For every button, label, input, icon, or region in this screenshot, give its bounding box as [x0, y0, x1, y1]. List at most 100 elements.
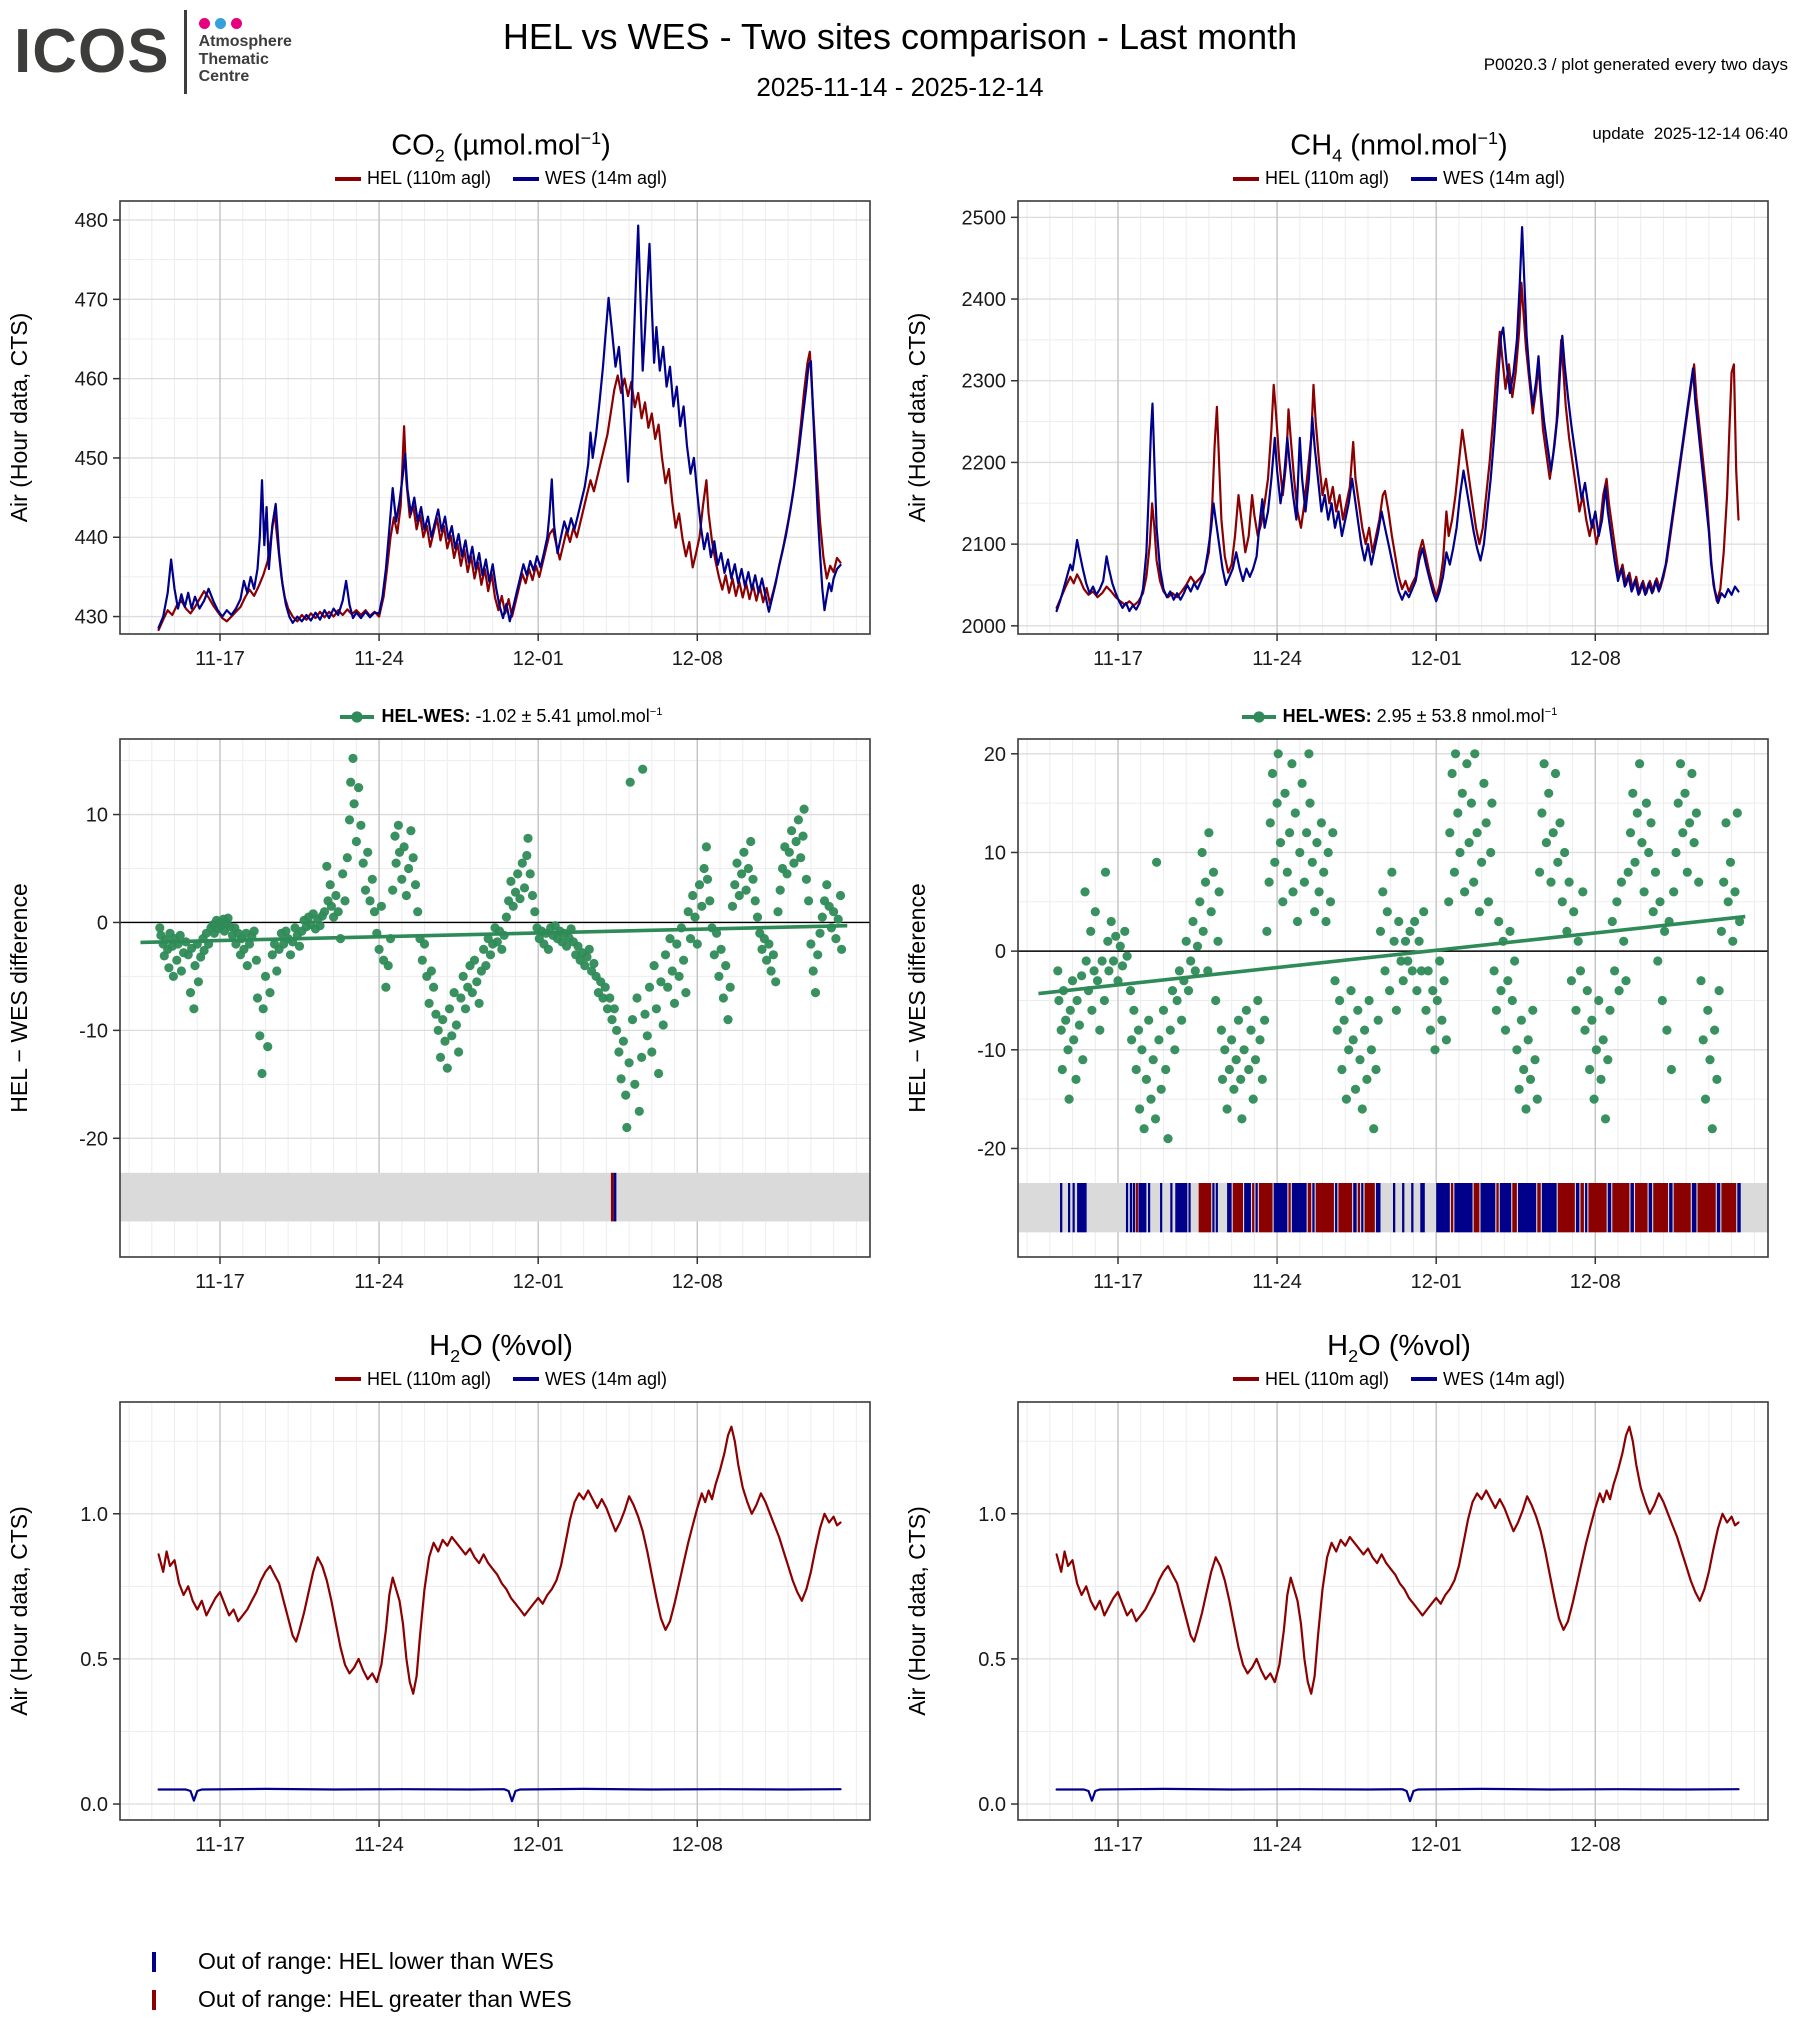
legend-label: HEL (110m agl): [1264, 168, 1390, 189]
logo-dots-icon: [198, 17, 292, 29]
svg-text:11-17: 11-17: [1093, 1271, 1143, 1293]
legend-meanline-icon: [1241, 710, 1276, 723]
svg-text:12-08: 12-08: [1570, 1834, 1621, 1856]
svg-text:12-01: 12-01: [513, 1271, 564, 1293]
chart-legend: HEL (110m agl) WES (14m agl): [120, 1369, 882, 1390]
legend-label: WES (14m agl): [1443, 1368, 1566, 1389]
chart-ch4-timeseries: CH4 (nmol.mol−1) HEL (110m agl) WES (14m a…: [898, 128, 1780, 683]
ch4_diff-plot: 11-17 11-24 12-01 12-08 20 10 0 -10 -20 HEL − WES…: [904, 738, 1769, 1293]
legend-item: WES (14m agl): [513, 168, 667, 189]
chart-title-wrap: H2O (%vol): [1018, 1330, 1780, 1367]
chart-h2o-left: H2O (%vol) HEL (110m agl) WES (14m agl) 11-…: [0, 1330, 882, 1869]
chart-co2-timeseries: CO2 (µmol.mol−1) HEL (110m agl) WES (14m a…: [0, 128, 882, 683]
svg-text:HEL − WES difference: HEL − WES difference: [6, 883, 32, 1112]
legend-item: WES (14m agl): [1411, 1369, 1565, 1390]
svg-text:0.0: 0.0: [80, 1794, 108, 1816]
svg-text:11-24: 11-24: [354, 1834, 404, 1856]
svg-text:-20: -20: [977, 1138, 1006, 1160]
legend-label: WES (14m agl): [545, 168, 668, 189]
legend-line-swatch-icon: [334, 176, 361, 181]
legend-item: HEL-WES: 2.95 ± 53.8 nmol.mol−1: [1241, 706, 1558, 727]
legend-meanline-icon: [340, 710, 375, 723]
svg-text:11-24: 11-24: [354, 648, 404, 670]
svg-text:12-01: 12-01: [1411, 648, 1462, 670]
legend-line-swatch-icon: [513, 176, 540, 181]
legend-label: HEL-WES: -1.02 ± 5.41 µmol.mol−1: [381, 706, 663, 726]
legend-label: WES (14m agl): [545, 1368, 668, 1389]
icos-logo: ICOS Atmosphere Thematic Centre: [14, 10, 292, 94]
legend-label: WES (14m agl): [1443, 168, 1566, 189]
legend-line-swatch-icon: [334, 1377, 361, 1382]
chart-legend: HEL (110m agl) WES (14m agl): [1018, 168, 1780, 189]
svg-text:11-24: 11-24: [1252, 1834, 1302, 1856]
logo-subtitle: Atmosphere Thematic Centre: [198, 32, 292, 86]
logo-divider: [183, 10, 187, 94]
legend-label: HEL (110m agl): [1264, 1368, 1390, 1389]
svg-text:12-01: 12-01: [513, 648, 564, 670]
h2o_left-plot: 11-17 11-24 12-01 12-08 0.0 0.5 1.0 Air (Hour d…: [6, 1400, 871, 1856]
svg-text:-20: -20: [79, 1128, 108, 1150]
out-of-range-lower-marker: [152, 1951, 156, 1972]
svg-text:Air (Hour data, CTS): Air (Hour data, CTS): [904, 313, 930, 523]
chart-title: H2O (%vol): [1327, 1330, 1471, 1366]
legend-item: WES (14m agl): [513, 1369, 667, 1390]
svg-text:1.0: 1.0: [978, 1504, 1006, 1526]
svg-text:HEL − WES difference: HEL − WES difference: [904, 883, 930, 1112]
chart-h2o-right: H2O (%vol) HEL (110m agl) WES (14m agl) 11-…: [898, 1330, 1780, 1869]
chart-title: CO2 (µmol.mol−1): [391, 128, 611, 166]
chart-legend: HEL-WES: 2.95 ± 53.8 nmol.mol−1: [1018, 706, 1780, 727]
out-of-range-greater-label: Out of range: HEL greater than WES: [198, 1986, 572, 2012]
legend-label: HEL-WES: 2.95 ± 53.8 nmol.mol−1: [1282, 706, 1558, 726]
svg-text:-10: -10: [79, 1020, 108, 1042]
h2o_right-plot: 11-17 11-24 12-01 12-08 0.0 0.5 1.0 Air (Hour d…: [904, 1400, 1769, 1856]
chart-legend: HEL (110m agl) WES (14m agl): [120, 168, 882, 189]
svg-text:11-24: 11-24: [354, 1271, 404, 1293]
svg-text:-10: -10: [977, 1040, 1006, 1062]
legend-line-swatch-icon: [1232, 1377, 1259, 1382]
co2_ts-plot: 11-17 11-24 12-01 12-08 430 440 450 460 470 480 Ai…: [6, 200, 871, 670]
chart-co2-difference: HEL-WES: -1.02 ± 5.41 µmol.mol−1 11-17 11-…: [0, 706, 882, 1306]
svg-text:480: 480: [75, 210, 108, 232]
svg-text:Air (Hour data, CTS): Air (Hour data, CTS): [6, 313, 32, 523]
svg-text:2300: 2300: [962, 371, 1007, 393]
svg-text:0.0: 0.0: [978, 1794, 1006, 1816]
chart-title: H2O (%vol): [429, 1330, 573, 1366]
legend-item: HEL (110m agl): [334, 168, 491, 189]
svg-text:450: 450: [75, 448, 108, 470]
legend-line-swatch-icon: [1411, 176, 1438, 181]
svg-text:0.5: 0.5: [80, 1649, 108, 1671]
svg-text:12-01: 12-01: [1411, 1834, 1462, 1856]
svg-text:12-01: 12-01: [1411, 1271, 1462, 1293]
legend-label: HEL (110m agl): [366, 1368, 492, 1389]
legend-line-swatch-icon: [513, 1377, 540, 1382]
svg-text:0.5: 0.5: [978, 1649, 1006, 1671]
legend-line-swatch-icon: [1232, 176, 1259, 181]
svg-text:12-08: 12-08: [672, 648, 723, 670]
svg-text:11-17: 11-17: [1093, 1834, 1143, 1856]
svg-text:12-08: 12-08: [672, 1271, 723, 1293]
out-of-range-lower-label: Out of range: HEL lower than WES: [198, 1948, 554, 1974]
svg-text:11-17: 11-17: [1093, 648, 1143, 670]
legend-row-lower: Out of range: HEL lower than WES: [152, 1948, 572, 1975]
svg-text:Air (Hour data, CTS): Air (Hour data, CTS): [904, 1506, 930, 1716]
legend-item: HEL (110m agl): [1232, 1368, 1390, 1390]
chart-ch4-difference: HEL-WES: 2.95 ± 53.8 nmol.mol−1 11-17 11-2…: [898, 706, 1780, 1306]
legend-item: HEL (110m agl): [1232, 168, 1390, 189]
svg-text:11-24: 11-24: [1252, 648, 1302, 670]
icos-logo-text: ICOS: [14, 17, 170, 86]
legend-item: WES (14m agl): [1411, 168, 1565, 189]
legend-item: HEL-WES: -1.02 ± 5.41 µmol.mol−1: [339, 706, 663, 727]
svg-text:10: 10: [86, 805, 108, 827]
svg-text:11-17: 11-17: [195, 1834, 245, 1856]
svg-text:430: 430: [75, 607, 108, 629]
legend-item: HEL (110m agl): [334, 1368, 492, 1390]
svg-text:460: 460: [75, 369, 108, 391]
chart-title-wrap: CO2 (µmol.mol−1): [120, 128, 882, 166]
svg-text:12-01: 12-01: [513, 1834, 564, 1856]
svg-text:12-08: 12-08: [1570, 1271, 1621, 1293]
svg-text:11-17: 11-17: [195, 648, 245, 670]
svg-text:2000: 2000: [962, 616, 1007, 638]
svg-text:2500: 2500: [962, 208, 1007, 230]
update-timestamp: update 2025-12-14 06:40: [1592, 123, 1788, 143]
chart-legend: HEL (110m agl) WES (14m agl): [1018, 1369, 1780, 1390]
